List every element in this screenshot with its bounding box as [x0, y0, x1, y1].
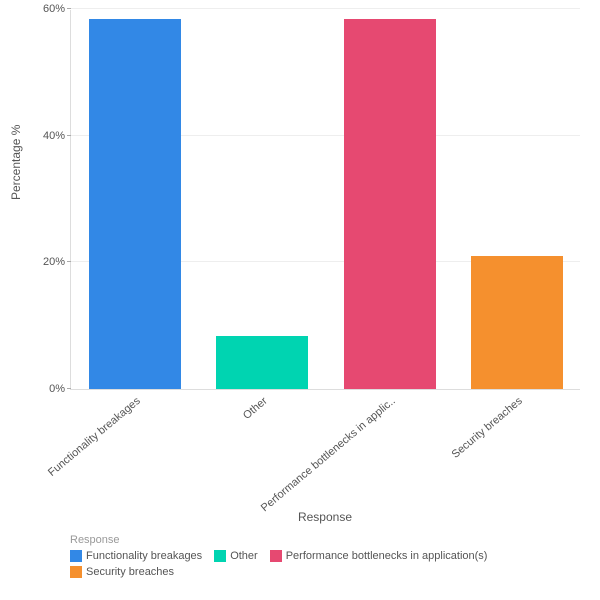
legend-item-label: Other	[230, 550, 258, 562]
legend-item: Performance bottlenecks in application(s…	[270, 550, 488, 562]
y-axis-title: Percentage %	[9, 125, 23, 200]
y-tick-mark	[67, 261, 71, 262]
legend-swatch	[70, 566, 82, 578]
chart-container: Percentage % 0%20%40%60%Functionality br…	[0, 0, 600, 600]
y-tick-label: 0%	[49, 383, 65, 395]
x-axis-title: Response	[70, 510, 580, 524]
legend-item-label: Performance bottlenecks in application(s…	[286, 550, 488, 562]
y-tick-label: 60%	[43, 3, 65, 15]
legend-swatch	[70, 550, 82, 562]
x-tick-label: Security breaches	[450, 395, 525, 461]
x-tick-label: Performance bottlenecks in applic..	[259, 395, 398, 514]
y-tick-label: 40%	[43, 130, 65, 142]
bar	[216, 336, 308, 389]
legend-item: Functionality breakages	[70, 550, 202, 562]
legend-title: Response	[70, 534, 580, 546]
grid-line	[71, 8, 580, 9]
y-tick-label: 20%	[43, 256, 65, 268]
y-tick-mark	[67, 8, 71, 9]
x-tick-label: Functionality breakages	[46, 395, 143, 479]
bar	[89, 19, 181, 390]
legend-items: Functionality breakages Other Performance …	[70, 550, 580, 578]
legend-item: Other	[214, 550, 258, 562]
bar	[471, 256, 563, 389]
x-tick-label: Other	[241, 395, 270, 422]
legend-item: Security breaches	[70, 566, 174, 578]
plot-area: 0%20%40%60%Functionality breakagesOtherP…	[70, 10, 580, 390]
y-tick-mark	[67, 135, 71, 136]
legend-item-label: Functionality breakages	[86, 550, 202, 562]
legend-swatch	[214, 550, 226, 562]
y-tick-mark	[67, 388, 71, 389]
bar	[344, 19, 436, 390]
legend-swatch	[270, 550, 282, 562]
legend-item-label: Security breaches	[86, 566, 174, 578]
legend: Response Functionality breakages Other Per…	[70, 534, 580, 578]
